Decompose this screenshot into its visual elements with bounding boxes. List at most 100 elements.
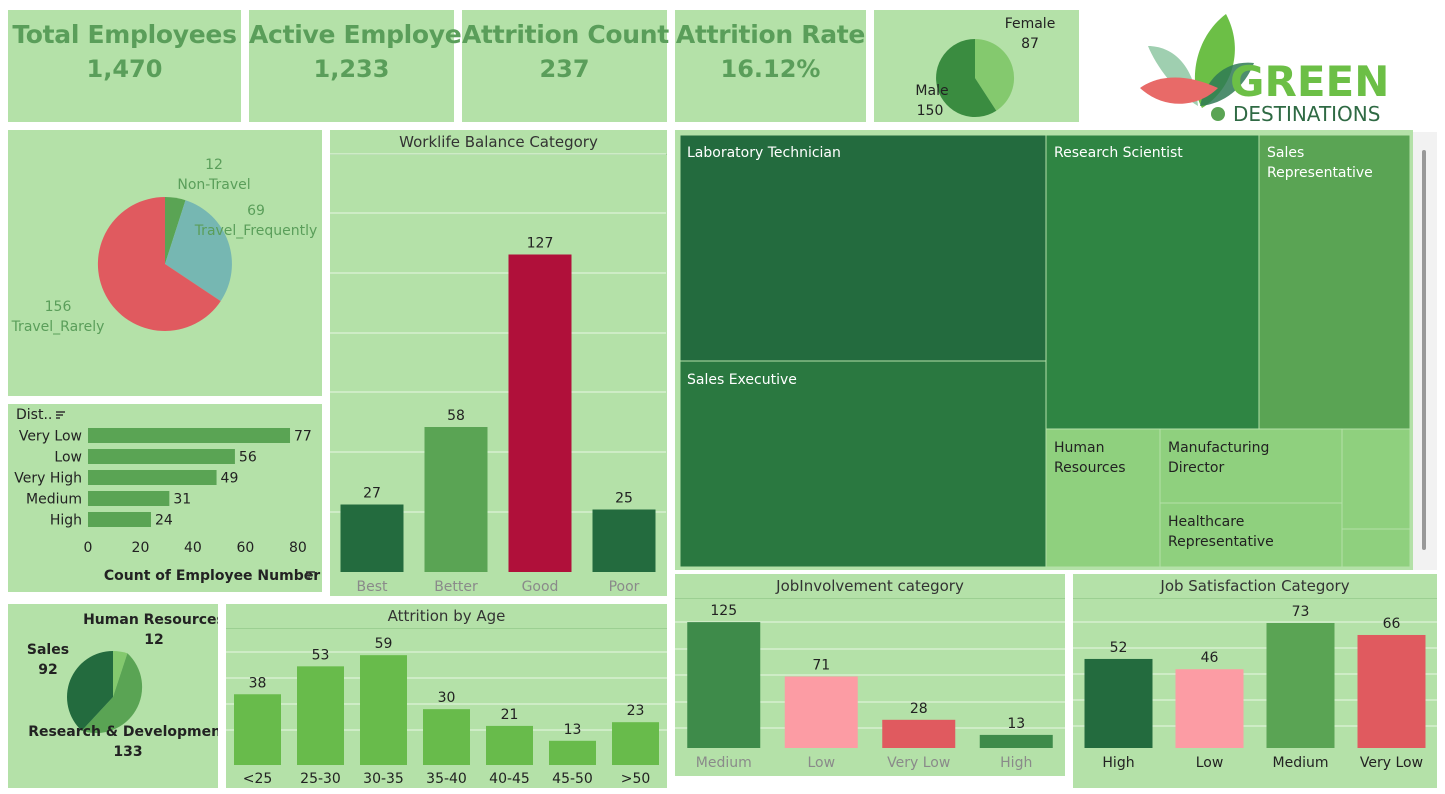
gender-male-label: Male bbox=[915, 83, 948, 99]
logo-line2: DESTINATIONS bbox=[1233, 102, 1380, 126]
data-label: 24 bbox=[155, 513, 173, 529]
distance-xlabel: Count of Employee Number bbox=[104, 568, 320, 584]
category-label: Low bbox=[54, 450, 82, 466]
bar-best[interactable] bbox=[340, 504, 404, 573]
travel-frequently-value: 69 bbox=[247, 203, 265, 219]
travel-rarely-label: Travel_Rarely bbox=[11, 319, 105, 335]
pie-slice-travel-frequently[interactable] bbox=[165, 200, 232, 302]
involvement-bar-chart: 125 Medium 71 Low 28 Very Low 13 High bbox=[675, 603, 1065, 771]
bar-low[interactable] bbox=[1175, 669, 1244, 748]
category-label: Poor bbox=[609, 579, 640, 595]
worklife-bar-chart: 27 Best 58 Better 127 Good 25 Poor bbox=[330, 153, 666, 595]
data-label: 25 bbox=[615, 491, 633, 507]
treemap-cell-mfg-dir[interactable] bbox=[1159, 428, 1343, 504]
pie-slice-non-travel[interactable] bbox=[165, 196, 186, 264]
treemap-label-health-2: Representative bbox=[1168, 534, 1274, 550]
dept-hr-label: Human Resources bbox=[83, 612, 218, 628]
pie-slice-travel-rarely[interactable] bbox=[97, 196, 221, 331]
involvement-title: JobInvolvement category bbox=[675, 574, 1065, 599]
bar-high[interactable] bbox=[979, 734, 1053, 748]
data-label: 77 bbox=[294, 429, 312, 445]
data-label: 125 bbox=[710, 603, 737, 619]
bar-35-40[interactable] bbox=[423, 709, 470, 765]
treemap-cell-small-1[interactable] bbox=[1341, 428, 1411, 530]
treemap-cell-sales-exec[interactable] bbox=[679, 360, 1047, 568]
category-label: High bbox=[1102, 755, 1134, 771]
pie-slice-human-resources[interactable] bbox=[113, 651, 128, 697]
bar-low[interactable] bbox=[784, 676, 858, 748]
bar-high[interactable] bbox=[88, 512, 151, 527]
tick-label: 80 bbox=[289, 540, 307, 556]
data-label: 56 bbox=[239, 450, 257, 466]
bar-very-low[interactable] bbox=[88, 428, 291, 443]
data-label: 52 bbox=[1110, 640, 1128, 656]
category-label: Better bbox=[434, 579, 478, 595]
category-label: Very Low bbox=[887, 755, 950, 771]
treemap-cell-lab-tech[interactable] bbox=[679, 134, 1047, 362]
treemap-label-lab-tech: Laboratory Technician bbox=[687, 145, 841, 161]
distance-panel: Dist.. Count of Employee Number Very Low… bbox=[8, 404, 322, 592]
bar--25[interactable] bbox=[234, 694, 281, 765]
travel-frequently-label: Travel_Frequently bbox=[194, 223, 318, 239]
kpi-value: 16.12% bbox=[720, 55, 821, 83]
treemap-cell-small-2[interactable] bbox=[1341, 528, 1411, 568]
data-label: 66 bbox=[1383, 616, 1401, 632]
pie-slice-male[interactable] bbox=[936, 39, 997, 117]
category-label: >50 bbox=[621, 771, 651, 787]
treemap-label-hr-1: Human bbox=[1054, 440, 1105, 456]
data-label: 38 bbox=[249, 675, 267, 691]
category-label: 25-30 bbox=[300, 771, 341, 787]
bar-good[interactable] bbox=[508, 254, 572, 573]
satisfaction-panel: Job Satisfaction Category 52 High 46 Low 73 M… bbox=[1073, 574, 1437, 788]
bar-30-35[interactable] bbox=[360, 655, 407, 765]
bar-40-45[interactable] bbox=[486, 725, 533, 765]
pie-slice-sales[interactable] bbox=[67, 651, 113, 731]
pie-slice-female[interactable] bbox=[975, 38, 1015, 111]
treemap-scrollbar[interactable] bbox=[1413, 132, 1437, 570]
travel-rarely-value: 156 bbox=[45, 299, 72, 315]
data-label: 58 bbox=[447, 408, 465, 424]
bar-25-30[interactable] bbox=[297, 666, 344, 765]
bar-very-high[interactable] bbox=[88, 470, 217, 485]
bar-very-low[interactable] bbox=[882, 719, 956, 748]
scrollbar-thumb[interactable] bbox=[1422, 150, 1426, 550]
bar--50[interactable] bbox=[612, 722, 659, 765]
bar-45-50[interactable] bbox=[549, 740, 596, 765]
bar-high[interactable] bbox=[1084, 658, 1153, 748]
bar-better[interactable] bbox=[424, 427, 488, 572]
treemap-cell-sales-rep[interactable] bbox=[1258, 134, 1411, 430]
treemap-cell-res-sci[interactable] bbox=[1045, 134, 1260, 430]
treemap-cell-hr[interactable] bbox=[1045, 428, 1161, 568]
tick-label: 0 bbox=[84, 540, 93, 556]
pie-slice-research-development[interactable] bbox=[81, 653, 143, 734]
kpi-value: 1,470 bbox=[86, 55, 163, 83]
worklife-panel: Worklife Balance Category 27 Best 58 Better… bbox=[330, 130, 667, 596]
category-label: Best bbox=[356, 579, 388, 595]
bar-poor[interactable] bbox=[592, 509, 656, 573]
treemap-cell-health-rep[interactable] bbox=[1159, 502, 1343, 568]
category-label: High bbox=[1000, 755, 1032, 771]
data-label: 127 bbox=[527, 236, 554, 252]
category-label: 30-35 bbox=[363, 771, 404, 787]
bar-medium[interactable] bbox=[1266, 622, 1335, 748]
dept-sales-value: 92 bbox=[38, 662, 57, 678]
bar-very-low[interactable] bbox=[1357, 634, 1426, 748]
category-label: Low bbox=[1196, 755, 1224, 771]
bar-low[interactable] bbox=[88, 449, 235, 464]
sort-icon[interactable] bbox=[306, 571, 315, 579]
bar-medium[interactable] bbox=[88, 491, 170, 506]
treemap-label-sales-rep-1: Sales bbox=[1267, 145, 1304, 161]
age-bar-chart: 38 <25 53 25-30 59 30-35 30 35-40 21 40-45 13 45-50… bbox=[226, 636, 667, 787]
involvement-panel: JobInvolvement category 125 Medium 71 Low 28… bbox=[675, 574, 1065, 776]
category-label: Good bbox=[522, 579, 559, 595]
kpi-total-employees: Total Employees 1,470 bbox=[8, 10, 241, 122]
sort-icon[interactable] bbox=[56, 411, 65, 419]
bar-medium[interactable] bbox=[687, 622, 761, 748]
treemap-label-mfg-2: Director bbox=[1168, 460, 1224, 476]
travel-nontravel-label: Non-Travel bbox=[177, 177, 250, 193]
kpi-active-employees: Active Employees 1,233 bbox=[249, 10, 493, 122]
category-label: 40-45 bbox=[489, 771, 530, 787]
category-label: Very Low bbox=[1360, 755, 1423, 771]
data-label: 31 bbox=[173, 492, 191, 508]
gender-panel: Female 87 Male 150 bbox=[874, 10, 1079, 122]
